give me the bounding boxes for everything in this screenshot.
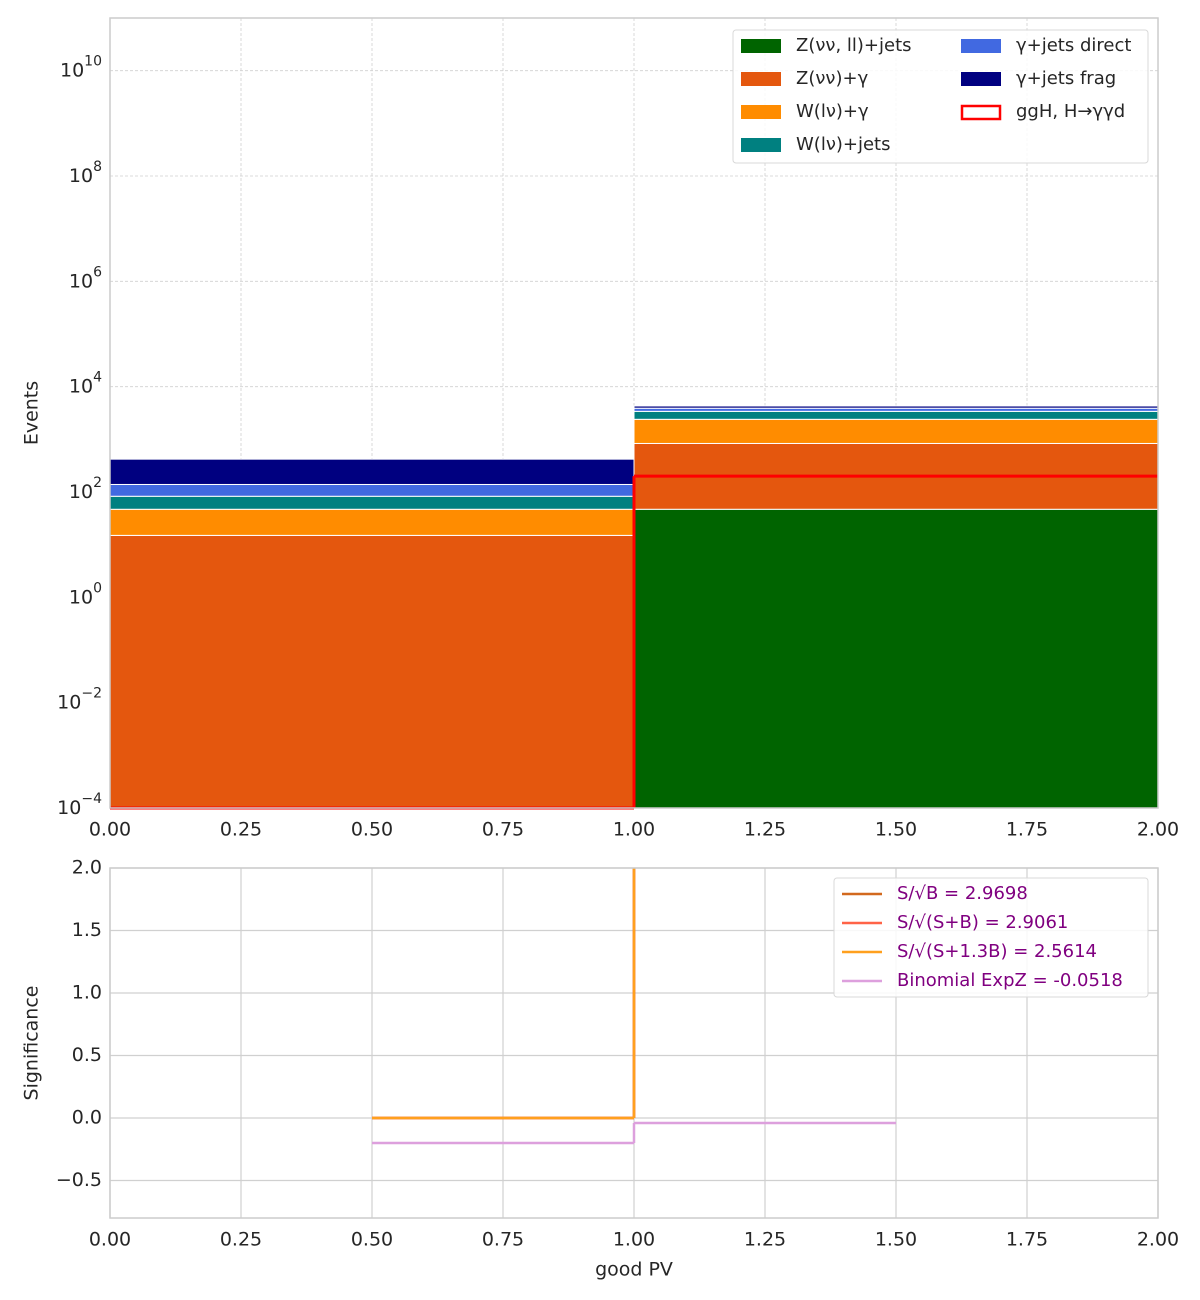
stack-bar (109, 458, 635, 485)
y-tick-label: 0.5 (72, 1044, 102, 1066)
y-tick-base: 10 (69, 481, 93, 503)
y-tick-label: 10−2 (57, 686, 102, 714)
legend-label: γ+jets frag (1016, 68, 1116, 89)
legend-label: Binomial ExpZ = -0.0518 (897, 970, 1123, 991)
legend-label: W(lν)+γ (796, 101, 869, 122)
legend-label: Z(νν)+γ (796, 68, 869, 89)
legend-swatch (960, 104, 1002, 121)
legend-swatch (961, 39, 1001, 53)
legend-label: W(lν)+jets (796, 134, 891, 155)
y-tick-label: 108 (69, 159, 102, 187)
x-tick-label: 1.25 (744, 1229, 786, 1251)
x-tick-label: 1.75 (1006, 819, 1048, 841)
y-tick-base: 10 (57, 797, 81, 819)
y-tick-label: 2.0 (72, 857, 102, 879)
y-tick-label: −0.5 (56, 1169, 102, 1191)
y-tick-base: 10 (69, 270, 93, 292)
y-tick-label: 0.0 (72, 1107, 102, 1129)
x-tick-label: 1.75 (1006, 1229, 1048, 1251)
x-tick-label: 0.75 (482, 819, 524, 841)
stack-bar (633, 410, 1159, 420)
y-tick-power: 4 (93, 370, 102, 386)
x-tick-label: 2.00 (1137, 1229, 1179, 1251)
x-tick-label: 0.50 (351, 819, 393, 841)
axes-border (109, 17, 1159, 809)
x-tick-label: 1.00 (613, 819, 655, 841)
y-tick-label: 1.5 (72, 919, 102, 941)
y-tick-power: 8 (93, 159, 102, 175)
y-tick-label: 10−4 (57, 791, 102, 819)
y-tick-label: 104 (69, 370, 102, 398)
x-tick-label: 2.00 (1137, 819, 1179, 841)
legend-label: S/√(S+1.3B) = 2.5614 (897, 941, 1097, 962)
y-tick-power: 0 (93, 580, 102, 596)
legend-swatch (741, 105, 781, 119)
y-tick-base: 10 (60, 59, 84, 81)
legend-label: γ+jets direct (1016, 35, 1131, 56)
stack-bar (109, 483, 635, 497)
legend-swatch (741, 39, 781, 53)
y-tick-power: 10 (84, 54, 102, 70)
legend-label: S/√(S+B) = 2.9061 (897, 912, 1068, 933)
x-axis-label: good PV (595, 1259, 673, 1281)
y-tick-power: 6 (93, 264, 102, 280)
y-tick-power: 2 (93, 475, 102, 491)
legend-label: S/√B = 2.9698 (897, 883, 1028, 904)
legend-swatch (741, 138, 781, 152)
y-tick-label: 1.0 (72, 982, 102, 1004)
legend-swatch (741, 72, 781, 86)
x-tick-label: 0.00 (89, 819, 131, 841)
legend-swatch (961, 72, 1001, 86)
axes-border (109, 867, 1159, 1219)
y-tick-label: 1010 (60, 54, 102, 82)
x-tick-label: 1.00 (613, 1229, 655, 1251)
y-tick-label: 100 (69, 580, 102, 608)
y-tick-base: 10 (69, 375, 93, 397)
y-tick-power: −4 (81, 791, 102, 807)
x-tick-label: 1.25 (744, 819, 786, 841)
legend-label: Z(νν, ll)+jets (796, 35, 912, 56)
stack-bar (109, 508, 635, 536)
x-tick-label: 0.75 (482, 1229, 524, 1251)
y-tick-label: 106 (69, 264, 102, 292)
y-tick-base: 10 (69, 165, 93, 187)
stack-bar (109, 495, 635, 510)
legend-box (732, 29, 1149, 164)
stack-bar (633, 508, 1159, 809)
x-tick-label: 1.50 (875, 819, 917, 841)
y-tick-label: 102 (69, 475, 102, 503)
x-tick-label: 0.00 (89, 1229, 131, 1251)
x-tick-label: 0.25 (220, 819, 262, 841)
y-tick-power: −2 (81, 686, 102, 702)
legend-box (833, 877, 1149, 998)
stack-bar (633, 418, 1159, 444)
plot-lines (372, 868, 896, 1145)
x-tick-label: 1.50 (875, 1229, 917, 1251)
x-tick-label: 0.50 (351, 1229, 393, 1251)
stack-bar (633, 405, 1159, 409)
legend-label: ggH, H→γγd (1016, 101, 1125, 122)
x-tick-label: 0.25 (220, 1229, 262, 1251)
y-axis-label: Events (21, 381, 43, 445)
stack-bar (109, 534, 635, 809)
y-axis-label: Significance (21, 986, 43, 1101)
y-tick-base: 10 (69, 586, 93, 608)
y-tick-base: 10 (57, 691, 81, 713)
